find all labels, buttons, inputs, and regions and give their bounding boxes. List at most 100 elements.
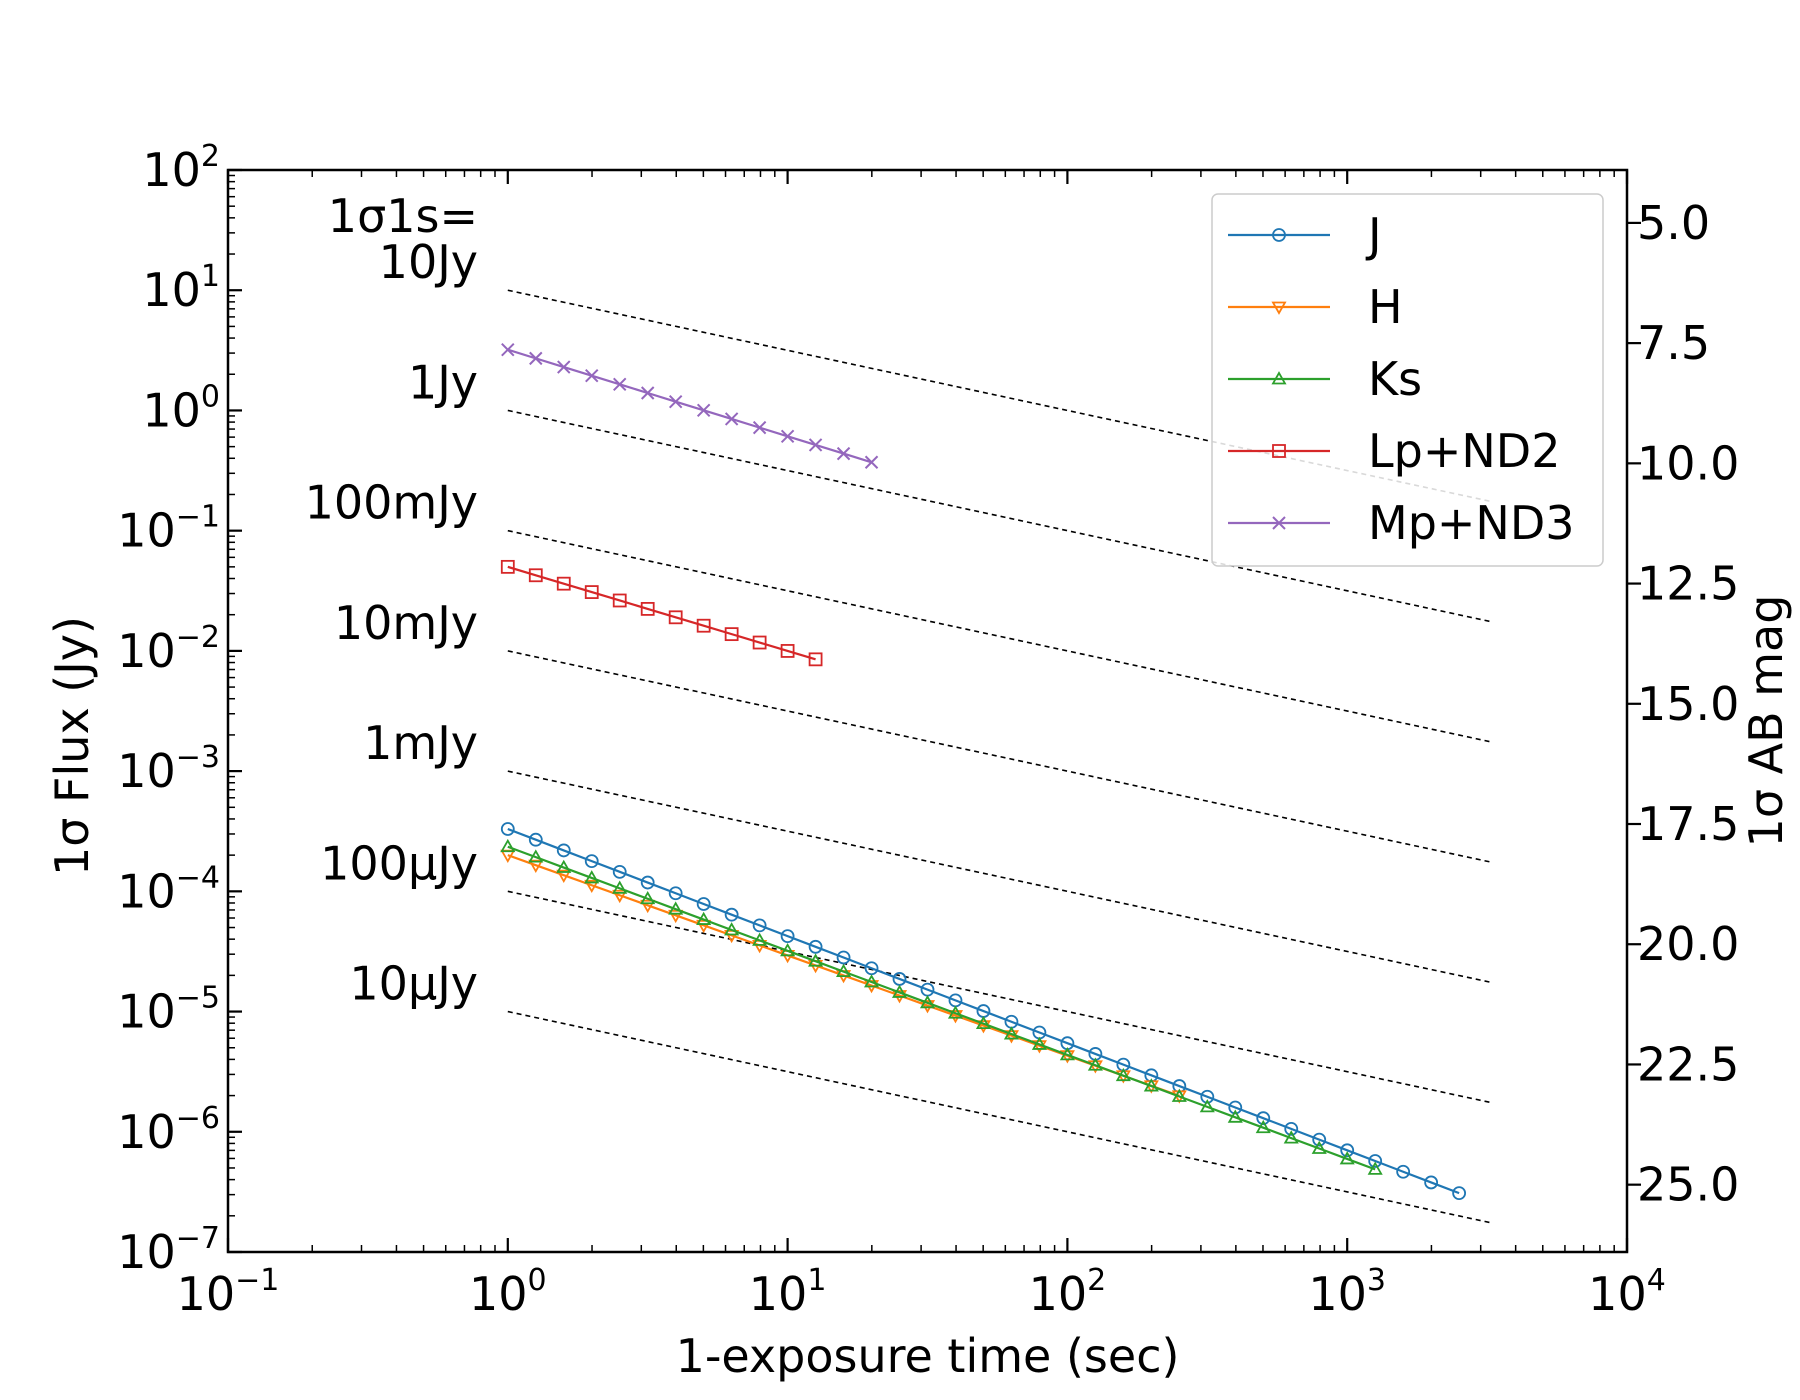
- legend-item: Ks: [1228, 352, 1422, 406]
- y2-axis-title: 1σ AB mag: [1739, 595, 1793, 848]
- x-axis-title: 1-exposure time (sec): [676, 1329, 1180, 1383]
- reference-label: 1Jy: [408, 355, 478, 409]
- data-point: [752, 635, 767, 650]
- data-point: [696, 618, 711, 633]
- data-point: [556, 843, 571, 858]
- reference-line: [507, 529, 1493, 743]
- reference-label: 10mJy: [334, 596, 478, 650]
- y2-tick-label: 5.0: [1637, 196, 1710, 250]
- data-point: [1339, 1151, 1355, 1165]
- data-point: [584, 585, 599, 599]
- data-point: [808, 953, 824, 967]
- data-point: [919, 1000, 936, 1014]
- data-point: [780, 644, 795, 658]
- data-point: [1368, 1154, 1383, 1168]
- data-point: [752, 420, 767, 435]
- reference-line-labels: 1σ1s=10Jy 1Jy 100mJy 10mJy 1mJy 100μJy 10μJy: [305, 189, 478, 1010]
- series-mp-nd3: [501, 343, 879, 469]
- data-point: [1143, 1078, 1159, 1092]
- data-point: [668, 394, 683, 409]
- data-point: [584, 879, 600, 894]
- reference-line: [507, 770, 1493, 984]
- series-ks: [500, 838, 1383, 1175]
- data-point: [1087, 1057, 1103, 1071]
- data-point: [528, 859, 544, 873]
- y-tick-label: 10−6: [117, 1101, 220, 1159]
- data-point: [640, 601, 655, 616]
- data-point: [780, 429, 795, 444]
- axis-tick-labels: 10−1 100 101 102 103 104 102 101 100 10−1 10−2 10−3…: [117, 139, 1739, 1321]
- data-point: [1171, 1088, 1187, 1102]
- data-point: [752, 932, 768, 946]
- series-line: [507, 565, 816, 661]
- data-point: [1272, 444, 1286, 458]
- data-point: [557, 360, 571, 374]
- reference-label: 10Jy: [379, 235, 478, 289]
- data-point: [696, 911, 712, 925]
- data-point: [1272, 228, 1286, 242]
- y2-tick-label: 10.0: [1637, 436, 1739, 490]
- data-point: [1396, 1164, 1411, 1179]
- y-tick-label: 10−1: [117, 500, 220, 558]
- data-point: [696, 897, 711, 911]
- y2-tick-label: 7.5: [1637, 316, 1710, 370]
- data-point: [696, 919, 712, 934]
- legend-label: H: [1368, 280, 1403, 334]
- data-point: [556, 859, 572, 873]
- legend-label: Lp+ND2: [1368, 424, 1560, 478]
- data-point: [1031, 1036, 1047, 1050]
- data-point: [780, 942, 796, 957]
- data-point: [640, 899, 656, 914]
- y-tick-label: 100: [142, 379, 220, 437]
- data-point: [613, 377, 627, 392]
- legend-label: J: [1365, 208, 1382, 262]
- y-tick-label: 10−5: [117, 981, 220, 1039]
- series-group: [500, 343, 1467, 1201]
- reference-label: 100μJy: [320, 836, 478, 890]
- legend-item: Mp+ND3: [1228, 496, 1575, 550]
- x-tick-label: 104: [1588, 1263, 1666, 1321]
- data-point: [919, 995, 936, 1009]
- data-point: [556, 576, 571, 591]
- series-lp-nd2: [500, 559, 823, 667]
- data-point: [528, 849, 544, 863]
- data-point: [668, 901, 684, 915]
- y-axis-title: 1σ Flux (Jy): [45, 616, 99, 876]
- data-point: [1115, 1067, 1131, 1082]
- data-point: [500, 822, 515, 836]
- data-point: [724, 627, 739, 642]
- x-tick-label: 10−1: [177, 1263, 280, 1321]
- data-point: [1256, 1111, 1271, 1126]
- legend-label: Ks: [1368, 352, 1422, 406]
- data-point: [947, 1005, 964, 1019]
- data-point: [836, 963, 852, 978]
- y-tick-label: 102: [142, 139, 220, 197]
- legend-item: J: [1228, 208, 1382, 262]
- data-point: [975, 1020, 992, 1034]
- x-tick-label: 103: [1308, 1263, 1386, 1321]
- data-point: [1272, 516, 1286, 530]
- data-point: [696, 403, 711, 418]
- legend: JH Ks Lp+ND2 Mp+ND3: [1211, 193, 1604, 567]
- data-point: [1271, 371, 1287, 385]
- data-point: [529, 351, 543, 366]
- y-tick-label: 10−4: [117, 860, 220, 918]
- data-point: [1199, 1099, 1215, 1113]
- data-point: [501, 343, 515, 357]
- data-point: [863, 974, 880, 988]
- y2-tick-label: 15.0: [1637, 677, 1739, 731]
- data-point: [500, 838, 516, 853]
- data-point: [585, 368, 599, 383]
- data-point: [752, 918, 767, 933]
- data-point: [556, 869, 572, 884]
- y-tick-label: 10−3: [117, 740, 220, 798]
- y2-tick-label: 12.5: [1637, 557, 1739, 611]
- data-point: [975, 1015, 992, 1030]
- data-point: [808, 652, 823, 667]
- data-point: [1059, 1047, 1075, 1061]
- series-j: [500, 822, 1467, 1201]
- data-point: [1003, 1026, 1019, 1040]
- data-point: [668, 886, 683, 901]
- series-line: [507, 845, 1376, 1171]
